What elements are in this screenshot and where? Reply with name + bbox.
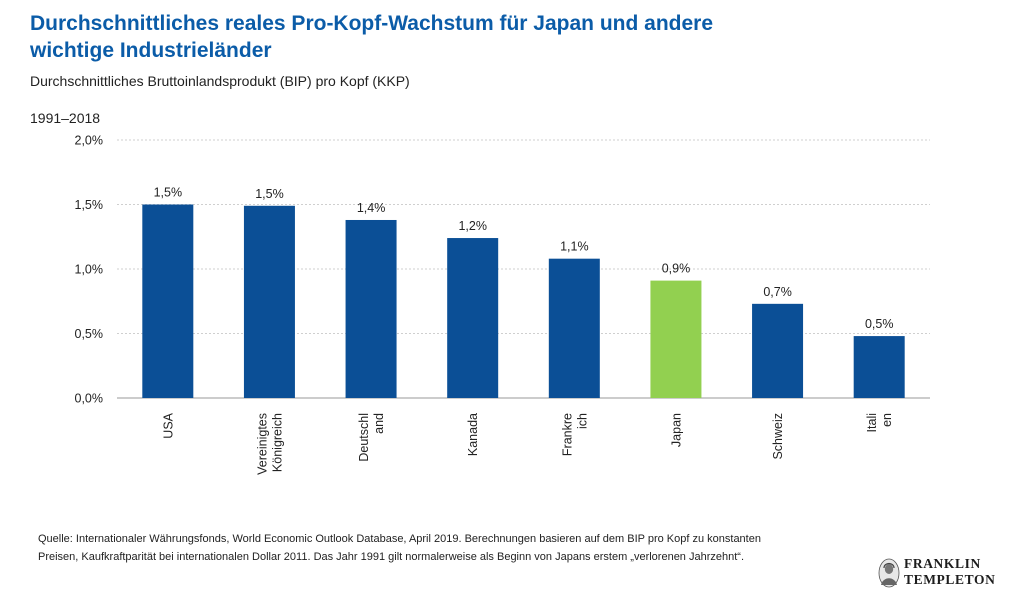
logo-wordmark: FRANKLIN TEMPLETON [904,556,995,588]
logo-line-1: FRANKLIN [904,556,981,571]
category-label-line: Itali [865,413,879,432]
logo-line-2: TEMPLETON [904,572,996,587]
data-label: 1,5% [154,186,183,200]
data-label: 0,5% [865,317,894,331]
chart-subtitle: Durchschnittliches Bruttoinlandsprodukt … [30,73,410,89]
category-label: Deutschl and [357,413,386,462]
category-label: Vereinigtes Königreich [255,413,284,475]
y-tick-label: 2,0% [75,134,104,148]
category-label-line: Deutschl [357,413,371,462]
data-label: 0,7% [763,285,792,299]
data-label: 1,1% [560,240,589,254]
category-label-line: and [372,413,386,434]
y-tick-label: 1,0% [75,263,104,277]
data-label: 0,9% [662,262,691,276]
category-label-line: Vereinigtes [255,413,269,475]
franklin-templeton-logo: FRANKLIN TEMPLETON [878,556,1024,592]
bar [243,205,295,398]
bar-chart: 0,0% 0,5% 1,0% 1,5% 2,0% 1,5% USA 1,5% Vereinigt… [75,134,930,475]
source-note: Quelle: Internationaler Währungsfonds, W… [38,530,838,566]
y-tick-label: 0,5% [75,327,104,341]
bar [447,238,499,398]
category-label-line: Japan [669,413,683,447]
category-label-line: USA [161,412,175,438]
period-label: 1991–2018 [30,110,101,126]
category-label: Japan [669,413,683,447]
source-line-2: Preisen, Kaufkraftparität bei internatio… [38,551,745,563]
bar [853,336,905,398]
category-label-line: Königreich [270,413,284,472]
category-label-line: ich [575,413,589,429]
category-label: Schweiz [771,413,785,460]
y-tick-label: 1,5% [75,198,104,212]
category-label-line: Frankre [560,413,574,456]
category-label: Frankre ich [560,413,589,456]
source-line-1: Quelle: Internationaler Währungsfonds, W… [38,533,761,545]
bar [650,280,702,398]
category-label-line: Schweiz [771,413,785,460]
bar [142,204,194,398]
category-label: Itali en [865,413,894,432]
category-label-line: en [880,413,894,427]
franklin-portrait-icon [878,558,900,588]
category-label: USA [161,412,175,438]
bar [752,303,804,398]
data-label: 1,2% [458,219,487,233]
data-label: 1,4% [357,201,386,215]
bar [548,258,600,398]
y-tick-label: 0,0% [75,392,104,406]
category-label: Kanada [466,413,480,456]
chart-title: Durchschnittliches reales Pro-Kopf-Wachs… [30,12,714,62]
category-label-line: Kanada [466,413,480,456]
data-label: 1,5% [255,187,284,201]
bar [345,219,397,398]
